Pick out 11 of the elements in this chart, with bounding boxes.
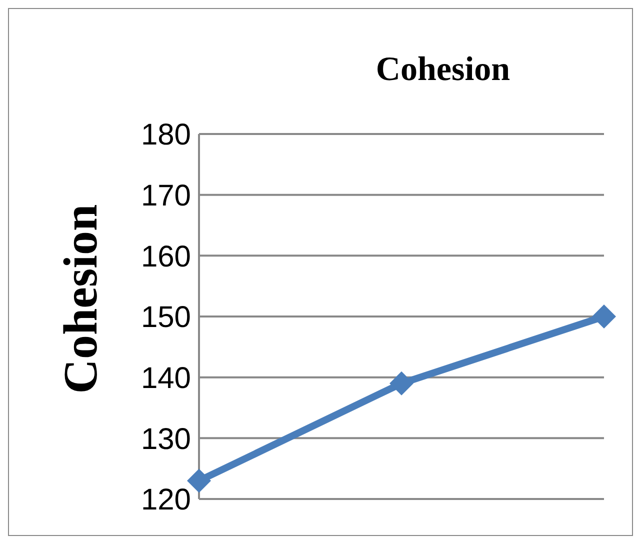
chart-title: Cohesion [374, 51, 512, 89]
point [390, 371, 414, 396]
y-axis-title: Cohesion [54, 204, 108, 394]
point [592, 304, 616, 328]
y-tick-label: 160 [140, 240, 191, 274]
y-tick-label: 140 [140, 362, 191, 395]
y-tick-label: 180 [140, 118, 191, 152]
y-tick-label: 120 [140, 484, 191, 517]
y-tick-label: 170 [140, 179, 191, 212]
y-tick-label: 150 [140, 301, 191, 334]
y-tick-label: 130 [140, 422, 191, 456]
